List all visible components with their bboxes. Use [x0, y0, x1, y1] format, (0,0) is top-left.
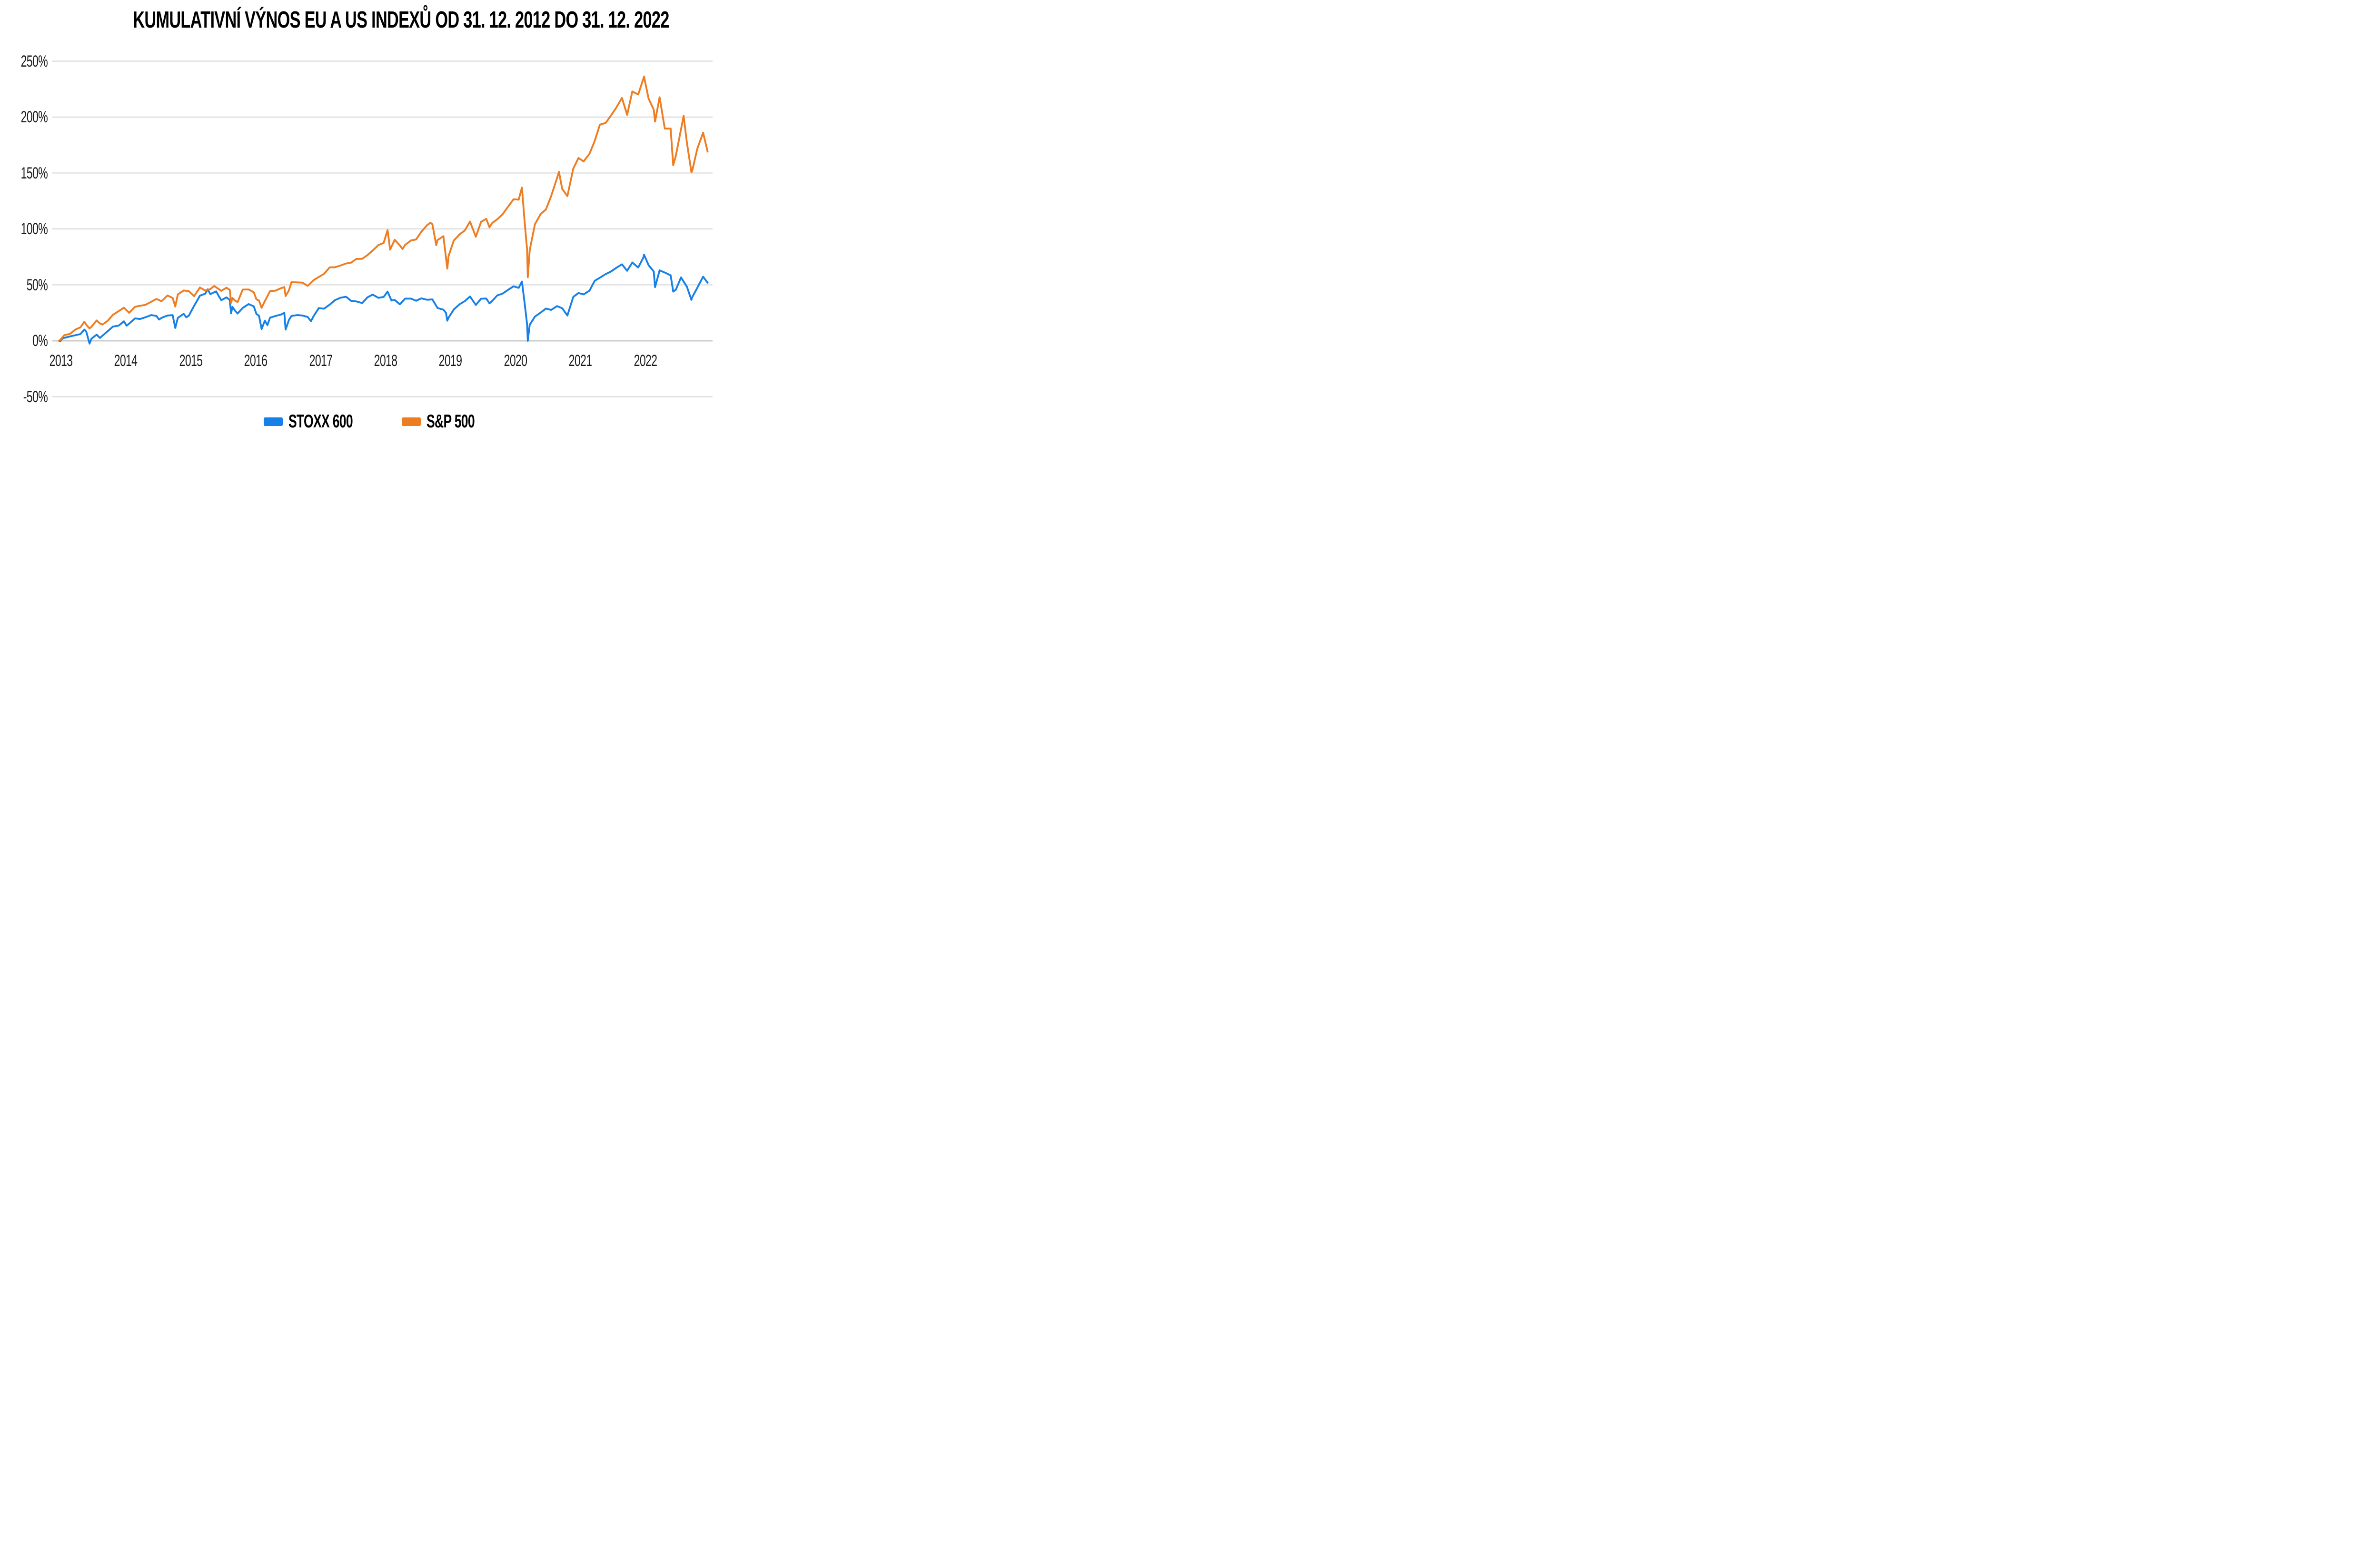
x-axis-tick-label: 2019	[439, 352, 462, 370]
x-axis-tick-label: 2018	[374, 352, 397, 370]
series-line-stoxx-600	[58, 254, 709, 345]
y-axis-tick-label: 150%	[20, 164, 48, 182]
y-axis-tick-label: 200%	[20, 108, 48, 126]
y-axis-tick-label: 100%	[20, 220, 48, 238]
x-axis-tick-label: 2020	[504, 352, 527, 370]
series-line-s-p-500	[58, 75, 709, 342]
legend-item-stoxx-600: STOXX 600	[263, 411, 383, 432]
chart-canvas: KUMULATIVNÍ VÝNOS EU A US INDEXŮ OD 31. …	[0, 0, 746, 436]
stoxx-600-swatch-icon	[263, 417, 283, 426]
x-axis-tick-label: 2015	[179, 352, 203, 370]
line-chart-plot	[52, 60, 713, 397]
x-axis-tick-label: 2013	[49, 352, 73, 370]
y-axis-tick-label: 250%	[20, 52, 48, 70]
y-axis-tick-label: 50%	[26, 276, 48, 294]
x-axis-tick-label: 2014	[114, 352, 138, 370]
x-axis-tick-label: 2017	[309, 352, 332, 370]
y-axis-tick-label: 0%	[32, 332, 48, 350]
sp-500-swatch-icon	[402, 417, 421, 426]
legend-label-stoxx-600: STOXX 600	[288, 411, 353, 432]
x-axis-tick-label: 2016	[244, 352, 268, 370]
x-axis-tick-label: 2021	[568, 352, 592, 370]
legend-item-sp-500: S&P 500	[402, 411, 497, 432]
chart-title: KUMULATIVNÍ VÝNOS EU A US INDEXŮ OD 31. …	[0, 7, 746, 33]
legend: STOXX 600 S&P 500	[0, 411, 746, 432]
legend-label-sp-500: S&P 500	[426, 411, 475, 432]
chart-title-text: KUMULATIVNÍ VÝNOS EU A US INDEXŮ OD 31. …	[133, 7, 669, 33]
y-axis-tick-label: -50%	[23, 387, 48, 406]
x-axis-tick-label: 2022	[634, 352, 657, 370]
